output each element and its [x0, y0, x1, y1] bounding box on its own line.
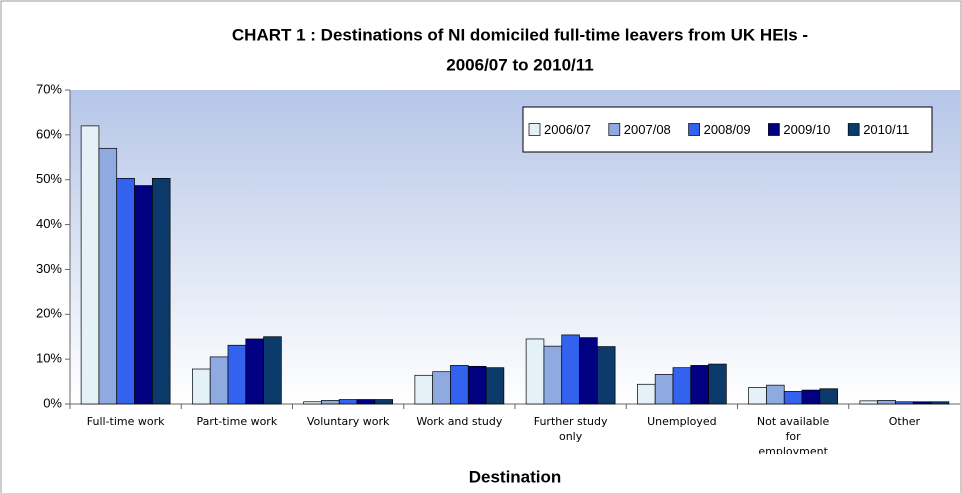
x-tick-label-box: Full-time work: [86, 415, 165, 428]
y-tick-label: 30%: [36, 261, 62, 276]
bar: [80, 125, 100, 405]
x-axis-title: Destination: [469, 467, 562, 486]
y-tick-label: 50%: [36, 171, 62, 186]
legend-swatch: [768, 123, 780, 136]
bar: [748, 387, 767, 405]
bar: [356, 399, 376, 405]
legend-label: 2009/10: [783, 122, 830, 137]
legend-label: 2006/07: [544, 122, 591, 137]
bar: [819, 388, 838, 405]
bar: [467, 365, 487, 405]
bar: [783, 391, 803, 405]
x-tick-label-box: Not available for employment: [756, 415, 830, 454]
y-tick-label: 0%: [43, 395, 62, 410]
y-tick-label: 20%: [36, 306, 62, 321]
y-tick-label: 10%: [36, 351, 62, 366]
bar: [672, 367, 692, 405]
bar: [912, 401, 932, 405]
legend: 2006/07 2007/08 2008/09 2009/10 2010/11: [522, 106, 933, 153]
bar: [263, 336, 282, 405]
bar: [98, 147, 118, 405]
bar: [690, 365, 709, 405]
x-tick-label-box: Further study only: [533, 415, 608, 443]
bar: [525, 338, 545, 405]
x-tick-label: Not available for employment: [756, 415, 830, 454]
chart-title: 2006/07 to 2010/11: [446, 55, 593, 74]
bar: [877, 400, 896, 405]
x-tick-label-box: Unemployed: [647, 415, 717, 428]
bar: [227, 344, 247, 405]
bar: [637, 383, 656, 405]
legend-swatch: [528, 123, 541, 136]
x-tick-label-box: Other: [888, 415, 920, 428]
legend-label: 2008/09: [704, 122, 751, 137]
bar: [303, 401, 322, 405]
legend-label: 2010/11: [863, 122, 909, 137]
x-tick-label-box: Work and study: [416, 415, 503, 428]
y-tick-label: 60%: [36, 126, 62, 141]
legend-swatch: [608, 123, 621, 136]
bar: [708, 363, 727, 405]
x-tick-label-box: Voluntary work: [306, 415, 390, 428]
bar: [432, 371, 451, 405]
legend-swatch: [847, 123, 860, 136]
bar: [766, 384, 785, 405]
x-tick-label: Further study only: [533, 415, 608, 443]
x-tick-label: Full-time work: [86, 415, 165, 428]
x-tick-label: Part-time work: [196, 415, 278, 428]
bar: [801, 389, 821, 405]
bar: [543, 345, 563, 405]
x-tick-label: Unemployed: [647, 415, 717, 428]
bar: [245, 338, 264, 405]
y-tick-label: 70%: [36, 81, 62, 96]
bar: [116, 178, 135, 405]
chart-title: CHART 1 : Destinations of NI domiciled f…: [232, 25, 808, 44]
x-tick-label-box: Part-time work: [196, 415, 278, 428]
bar: [134, 185, 153, 405]
bar: [321, 400, 340, 405]
y-tick-label: 40%: [36, 216, 62, 231]
legend-swatch: [688, 123, 700, 136]
x-tick-label: Work and study: [416, 415, 503, 428]
bar: [596, 346, 616, 405]
bar: [192, 368, 211, 405]
bar: [338, 399, 358, 405]
x-tick-label: Other: [888, 415, 920, 428]
x-tick-label: Voluntary work: [306, 415, 390, 428]
bar: [930, 401, 950, 405]
bar: [450, 365, 469, 405]
legend-box: [522, 106, 933, 153]
bar: [859, 400, 879, 405]
bar: [485, 367, 505, 405]
bar: [374, 399, 393, 405]
legend-label: 2007/08: [624, 122, 671, 137]
bar: [209, 356, 229, 405]
bar: [414, 374, 434, 405]
bar: [654, 374, 674, 405]
bar: [561, 334, 580, 405]
bar: [895, 401, 914, 405]
bar: [579, 337, 598, 405]
bar: [151, 178, 171, 405]
